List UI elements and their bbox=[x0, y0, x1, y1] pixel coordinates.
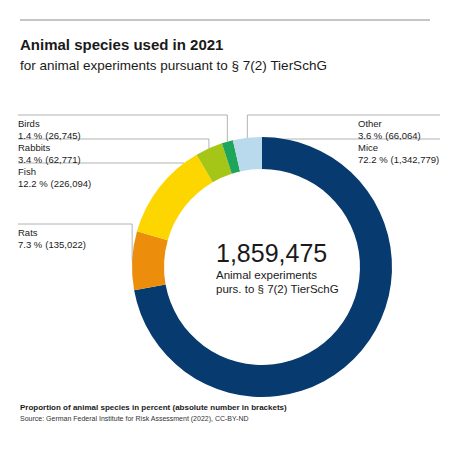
data-label: 3.4 %(62,771) bbox=[18, 154, 81, 165]
subtitle: for animal experiments pursuant to § 7(2… bbox=[20, 58, 327, 73]
label-name: Rats bbox=[18, 227, 38, 238]
source: Source: German Federal Institute for Ris… bbox=[20, 415, 249, 423]
count-label: (66,064) bbox=[385, 130, 420, 141]
count-label: (226,094) bbox=[51, 178, 92, 189]
leader-line bbox=[18, 115, 227, 142]
slice bbox=[132, 231, 168, 290]
value-label: 7.3 % bbox=[18, 239, 43, 250]
label-name: Fish bbox=[18, 166, 36, 177]
value-label: 1.4 % bbox=[18, 130, 43, 141]
count-label: (135,022) bbox=[45, 239, 86, 250]
label-name: Rabbits bbox=[18, 142, 50, 153]
chart: Animal species used in 2021 for animal ex… bbox=[0, 0, 450, 455]
value-label: 3.4 % bbox=[18, 154, 43, 165]
center-caption: purs. to § 7(2) TierSchG bbox=[216, 283, 339, 295]
label-name: Birds bbox=[18, 118, 40, 129]
leader-line bbox=[18, 224, 132, 261]
slice bbox=[233, 137, 262, 171]
slice bbox=[137, 155, 213, 240]
center-caption: Animal experiments bbox=[216, 269, 317, 281]
slice bbox=[134, 137, 392, 397]
count-label: (62,771) bbox=[45, 154, 80, 165]
value-label: 72.2 % bbox=[358, 154, 388, 165]
data-label: 12.2 %(226,094) bbox=[18, 178, 91, 189]
data-label: 7.3 %(135,022) bbox=[18, 239, 86, 250]
data-label: 3.6 %(66,064) bbox=[358, 130, 421, 141]
count-label: (1,342,779) bbox=[391, 154, 440, 165]
title: Animal species used in 2021 bbox=[20, 36, 223, 53]
labels: Mice72.2 %(1,342,779) Rats7.3 %(135,022) F… bbox=[18, 115, 440, 261]
top-rule bbox=[20, 20, 430, 21]
data-label: 1.4 %(26,745) bbox=[18, 130, 81, 141]
donut bbox=[132, 137, 392, 397]
center-total: 1,859,475 bbox=[216, 239, 327, 267]
label-name: Mice bbox=[358, 142, 378, 153]
count-label: (26,745) bbox=[45, 130, 80, 141]
value-label: 12.2 % bbox=[18, 178, 48, 189]
label-name: Other bbox=[358, 118, 382, 129]
leader-line bbox=[18, 163, 184, 164]
footnote: Proportion of animal species in percent … bbox=[20, 403, 287, 412]
data-label: 72.2 %(1,342,779) bbox=[358, 154, 439, 165]
value-label: 3.6 % bbox=[358, 130, 383, 141]
